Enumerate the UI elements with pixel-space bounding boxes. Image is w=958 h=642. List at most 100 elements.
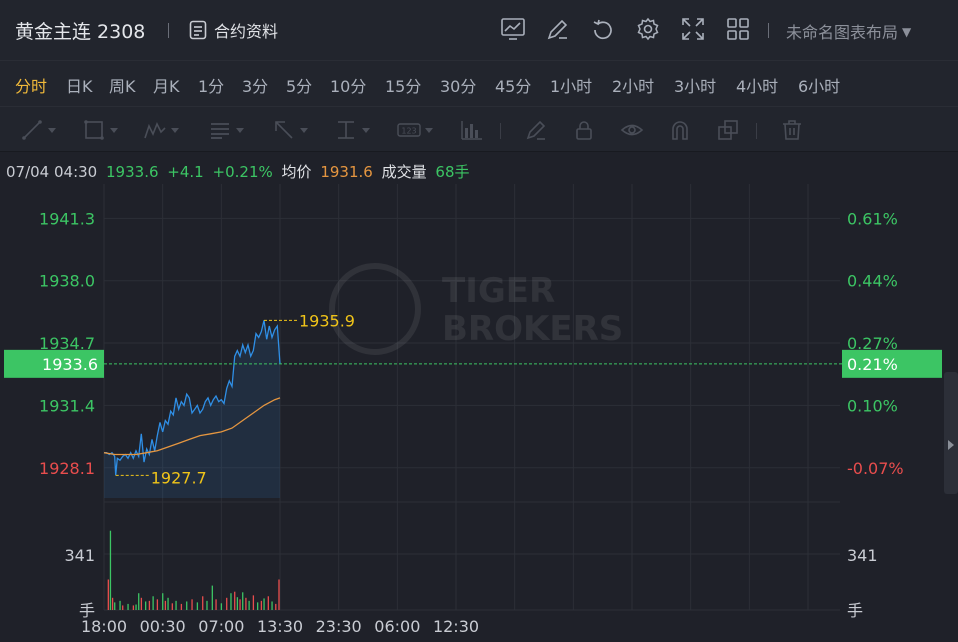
volume-bar [230, 593, 232, 610]
right-axis-tick: 0.61% [847, 209, 898, 228]
volume-bar [127, 603, 129, 610]
tab-period-timeshare[interactable]: 分时 [15, 77, 48, 96]
volume-bar [226, 597, 228, 610]
svg-text:123: 123 [401, 127, 416, 136]
volume-bar [119, 600, 121, 610]
clone-icon[interactable] [716, 118, 740, 142]
tab-period-month[interactable]: 月K [153, 77, 180, 96]
tab-period-45min[interactable]: 45分 [495, 77, 532, 96]
watermark-line2: BROKERS [442, 309, 623, 349]
tab-period-day[interactable]: 日K [66, 77, 93, 96]
gear-icon[interactable] [635, 16, 661, 42]
x-axis-tick: 06:00 [374, 617, 420, 636]
volume-bar [140, 597, 143, 610]
tab-period-3min[interactable]: 3分 [242, 77, 269, 96]
left-axis-tick: 1928.1 [39, 459, 95, 478]
volume-value: 68手 [435, 163, 470, 181]
volume-bar [278, 579, 280, 610]
price-area-fill [104, 320, 280, 498]
volume-bar [206, 600, 208, 610]
tab-period-1hour[interactable]: 1小时 [550, 77, 593, 96]
x-axis-tick: 13:30 [257, 617, 303, 636]
volume-bar [167, 597, 169, 610]
fullscreen-icon[interactable] [680, 16, 706, 42]
volume-bar [180, 603, 183, 610]
chart-settings-icon[interactable] [500, 16, 526, 42]
contract-info-button[interactable]: 合约资料 [189, 18, 278, 42]
period-tabs: 分时 日K 周K 月K 1分 3分 5分 10分 15分 30分 45分 1小时… [0, 60, 958, 106]
toolbar-divider [756, 123, 757, 139]
magnet-icon[interactable] [668, 118, 692, 142]
volume-bar [145, 601, 147, 610]
tab-period-10min[interactable]: 10分 [330, 77, 367, 96]
x-axis-tick: 12:30 [433, 617, 479, 636]
volume-bar [152, 596, 154, 610]
header-divider [768, 23, 769, 38]
pen-icon[interactable] [524, 118, 548, 142]
volume-bar [171, 603, 173, 610]
tab-period-3hour[interactable]: 3小时 [674, 77, 717, 96]
volume-bar [109, 530, 112, 610]
volume-bar [211, 585, 213, 610]
indicator-icon[interactable] [460, 118, 484, 142]
pattern-icon[interactable] [143, 118, 179, 142]
volume-bar [220, 603, 223, 610]
eye-icon[interactable] [620, 118, 644, 142]
rectangle-icon[interactable] [82, 118, 118, 142]
volume-bar [164, 600, 167, 610]
volume-bar [215, 599, 217, 610]
caret-down-icon: ▼ [902, 25, 912, 39]
tab-period-1min[interactable]: 1分 [198, 77, 225, 96]
volume-bar [248, 600, 250, 610]
volume-axis-unit: 手 [79, 601, 95, 620]
volume-bar [148, 600, 151, 610]
trendline-icon[interactable] [20, 118, 56, 142]
tab-period-week[interactable]: 周K [109, 77, 136, 96]
tab-period-2hour[interactable]: 2小时 [612, 77, 655, 96]
lock-icon[interactable] [572, 118, 596, 142]
left-axis-tick: 1941.3 [39, 209, 95, 228]
left-axis-tick: 1931.4 [39, 396, 95, 415]
tab-period-5min[interactable]: 5分 [286, 77, 313, 96]
right-axis-tick: -0.07% [847, 459, 904, 478]
grid-layout-icon[interactable] [725, 16, 751, 42]
volume-bar [162, 593, 164, 610]
drawing-toolbar: 123 [0, 106, 958, 152]
right-axis-tick: 0.27% [847, 334, 898, 353]
trash-icon[interactable] [780, 118, 804, 142]
refresh-icon[interactable] [590, 16, 616, 42]
volume-bar [156, 599, 159, 610]
quote-info-line: 07/04 04:30 1933.6 +4.1 +0.21% 均价 1931.6… [6, 161, 474, 182]
tab-period-4hour[interactable]: 4小时 [736, 77, 779, 96]
average-price-line [103, 397, 281, 456]
volume-bar [267, 596, 269, 610]
header-divider [168, 23, 169, 38]
volume-bar [114, 602, 116, 610]
panel-collapse-handle[interactable] [944, 372, 958, 494]
right-axis-tick: 0.44% [847, 272, 898, 291]
arrow-icon[interactable] [272, 118, 308, 142]
current-price-tag-right-text: 0.21% [847, 355, 898, 374]
x-axis-tick: 23:30 [316, 617, 362, 636]
symbol-title[interactable]: 黄金主连 2308 [15, 21, 146, 43]
price-line [104, 320, 281, 476]
number-label-icon[interactable]: 123 [397, 118, 433, 142]
measure-icon[interactable] [334, 118, 370, 142]
left-axis-tick: 1938.0 [39, 272, 95, 291]
quote-price: 1933.6 [106, 163, 159, 181]
current-price-tag-left [4, 349, 104, 378]
tab-period-6hour[interactable]: 6小时 [798, 77, 841, 96]
volume-bar [202, 596, 204, 610]
volume-bar [186, 601, 188, 610]
toolbar-divider [500, 123, 501, 139]
text-note-icon[interactable] [208, 118, 244, 142]
volume-label: 成交量 [381, 163, 427, 181]
edit-icon[interactable] [545, 16, 571, 42]
volume-bar [107, 579, 109, 610]
right-axis-tick: 0.10% [847, 396, 898, 415]
tab-period-30min[interactable]: 30分 [440, 77, 477, 96]
layout-selector[interactable]: 未命名图表布局 ▼ [786, 19, 911, 43]
low-price-label: 1927.7 [151, 468, 207, 487]
tab-period-15min[interactable]: 15分 [385, 77, 422, 96]
